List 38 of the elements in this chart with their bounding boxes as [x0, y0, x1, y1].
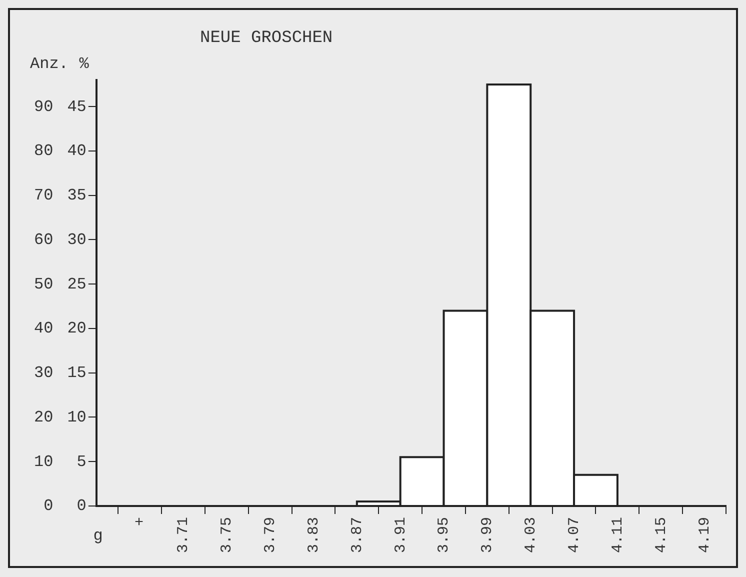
y-tick-label: 10 [34, 452, 54, 471]
y2-tick-label: 40 [67, 142, 86, 160]
x-tick-label: 3.87 [348, 516, 366, 554]
x-tick-label: 3.95 [436, 516, 453, 554]
y2-tick-label: 5 [76, 452, 86, 471]
x-tick-label: 3.91 [392, 516, 410, 554]
x-tick-label: 4.07 [566, 516, 583, 554]
y2-tick-label: 20 [67, 320, 86, 338]
x-tick-label: + [132, 516, 149, 526]
x-tick-label: 4.03 [522, 516, 540, 554]
y-tick-label: 80 [34, 142, 54, 160]
y-tick-label: 40 [34, 320, 54, 338]
x-tick-label: 3.83 [305, 516, 322, 554]
x-tick-label: 4.19 [696, 516, 714, 554]
y-tick-label: 0 [44, 497, 54, 516]
x-tick-label: 4.11 [609, 516, 626, 554]
y-axis-title: Anz. [30, 55, 68, 74]
y2-tick-label: 35 [67, 186, 86, 205]
x-tick-label: 3.99 [479, 516, 496, 554]
x-axis-title: g [93, 527, 103, 546]
x-tick-label: 3.75 [218, 516, 236, 554]
y2-tick-label: 30 [67, 230, 86, 249]
y-tick-label: 20 [34, 408, 54, 426]
x-tick-label: 4.15 [652, 516, 670, 554]
y-tick-label: 90 [34, 98, 54, 116]
y2-tick-label: 0 [76, 497, 86, 516]
y2-tick-label: 10 [67, 408, 86, 426]
y2-axis-title: % [79, 55, 90, 74]
y-tick-label: 70 [34, 186, 54, 205]
y2-tick-label: 45 [67, 98, 86, 116]
y-tick-label: 50 [34, 275, 54, 294]
y-tick-label: 30 [34, 364, 54, 382]
x-tick-label: 3.71 [175, 516, 192, 554]
x-tick-label: 3.79 [262, 516, 280, 554]
chart-title: NEUE GROSCHEN [200, 29, 333, 48]
y-tick-label: 60 [34, 230, 54, 249]
y2-tick-label: 25 [67, 275, 86, 294]
y2-tick-label: 15 [67, 364, 86, 382]
